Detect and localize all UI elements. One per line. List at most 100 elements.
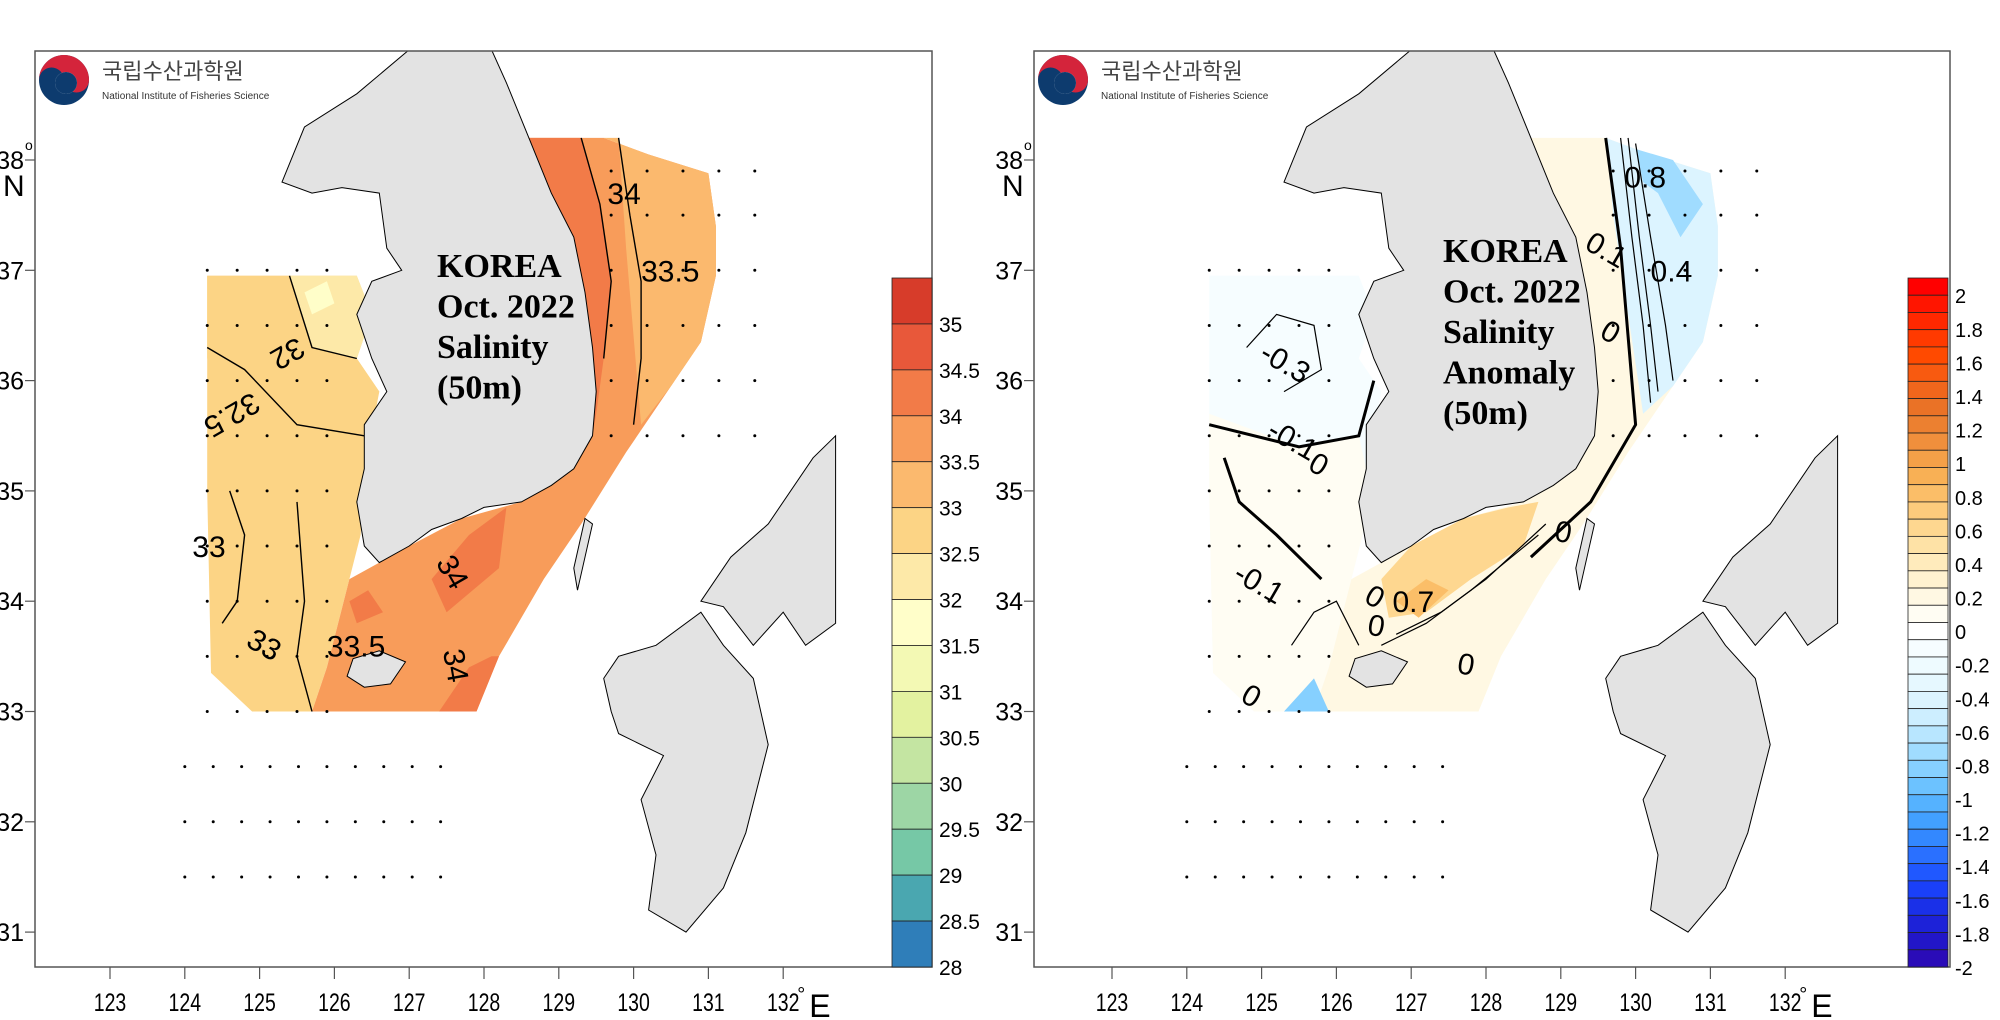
- station-dot: [753, 323, 757, 327]
- station-dot: [1297, 268, 1301, 272]
- colorbar-label: 32.5: [939, 544, 980, 567]
- station-dot: [382, 820, 386, 824]
- station-dot: [1327, 599, 1331, 603]
- colorbar-band: [891, 369, 933, 417]
- station-dot: [1683, 268, 1687, 272]
- station-dot: [1298, 820, 1302, 824]
- station-dot: [1237, 379, 1241, 383]
- station-dot: [1207, 379, 1211, 383]
- station-dot: [1267, 544, 1271, 548]
- x-tick-label: 126: [318, 989, 351, 1017]
- contour-zero-east: [1529, 137, 1638, 559]
- colorbar-band: [1907, 294, 1949, 313]
- contour-32: [288, 275, 357, 360]
- station-dot: [205, 489, 209, 493]
- station-dot: [1719, 169, 1723, 173]
- station-dot: [645, 268, 649, 272]
- colorbar-band: [1907, 777, 1949, 796]
- station-dot: [753, 169, 757, 173]
- station-dot: [1207, 268, 1211, 272]
- logo-english-name: National Institute of Fisheries Science: [1101, 91, 1269, 102]
- station-dot: [1611, 169, 1615, 173]
- colorbar-label: 29.5: [939, 819, 980, 842]
- station-dot: [205, 379, 209, 383]
- station-dot: [645, 169, 649, 173]
- land-kyushu: [1605, 611, 1771, 933]
- y-tick-label: 32: [995, 809, 1023, 837]
- station-dot: [681, 434, 685, 438]
- x-tick-label: 125: [243, 989, 276, 1017]
- station-dot: [1647, 379, 1651, 383]
- station-dot: [235, 489, 239, 493]
- station-dot: [681, 213, 685, 217]
- station-dot: [382, 765, 386, 769]
- station-dot: [1207, 434, 1211, 438]
- station-dot: [325, 599, 329, 603]
- colorbar-band: [891, 645, 933, 692]
- station-dot: [1647, 268, 1651, 272]
- colorbar-band: [1907, 863, 1949, 882]
- station-dot: [1327, 268, 1331, 272]
- station-dot: [325, 489, 329, 493]
- station-dot: [753, 434, 757, 438]
- station-dot: [681, 323, 685, 327]
- land-tsushima: [573, 517, 594, 591]
- y-tick-label: 34: [0, 588, 24, 616]
- station-dot: [1719, 268, 1723, 272]
- colorbar-label: 33: [939, 498, 962, 521]
- station-dot: [1384, 820, 1388, 824]
- station-dot: [1327, 654, 1331, 658]
- y-tick-label: 31: [0, 919, 24, 947]
- station-dot: [205, 710, 209, 713]
- station-dot: [681, 169, 685, 173]
- contour-label: 0.8: [1624, 162, 1666, 195]
- contour-33-5-east: [617, 137, 642, 425]
- y-tick-label: 37: [0, 257, 24, 285]
- x-tick-label: 124: [169, 989, 202, 1017]
- station-dot: [1327, 489, 1331, 493]
- station-dot: [1755, 434, 1759, 438]
- colorbar-label: 32: [939, 590, 962, 613]
- colorbar-band: [1907, 363, 1949, 382]
- station-dot: [205, 323, 209, 327]
- map-title-line: KOREA: [437, 248, 562, 285]
- field-south-sea: [312, 137, 716, 712]
- station-dot: [268, 765, 272, 769]
- station-dot: [265, 544, 269, 548]
- colorbar-band: [891, 599, 933, 646]
- station-dot: [1327, 544, 1331, 548]
- station-dot: [1297, 710, 1301, 713]
- station-dot: [439, 765, 443, 769]
- station-dot: [325, 434, 329, 438]
- station-dot: [325, 323, 329, 327]
- station-dot: [1185, 875, 1189, 879]
- station-dot: [1237, 544, 1241, 548]
- y-tick-label: 31: [995, 919, 1023, 947]
- field-east-coastal: [528, 137, 612, 436]
- station-dot: [1213, 765, 1217, 769]
- station-dot: [265, 268, 269, 272]
- station-dot: [325, 765, 329, 769]
- station-dot: [325, 654, 329, 658]
- station-dot: [382, 875, 386, 879]
- station-dot: [353, 875, 357, 879]
- station-dot: [1412, 765, 1416, 769]
- station-dot: [295, 544, 299, 548]
- land-korea: [281, 51, 597, 564]
- colorbar-label: 1.6: [1955, 353, 1983, 375]
- station-dot: [1267, 434, 1271, 438]
- x-degree-symbol: °: [797, 984, 805, 1006]
- colorbar-band: [1907, 846, 1949, 865]
- logo-english-name: National Institute of Fisheries Science: [102, 91, 270, 102]
- station-dot: [325, 820, 329, 824]
- station-dot: [717, 379, 721, 383]
- station-dot: [240, 765, 244, 769]
- y-tick-label: 37: [995, 257, 1023, 285]
- station-dot: [439, 875, 443, 879]
- colorbar-label: -1.8: [1955, 924, 1989, 946]
- station-dot: [295, 268, 299, 272]
- station-dot: [295, 599, 299, 603]
- station-dot: [295, 489, 299, 493]
- colorbar-label: 28.5: [939, 911, 980, 934]
